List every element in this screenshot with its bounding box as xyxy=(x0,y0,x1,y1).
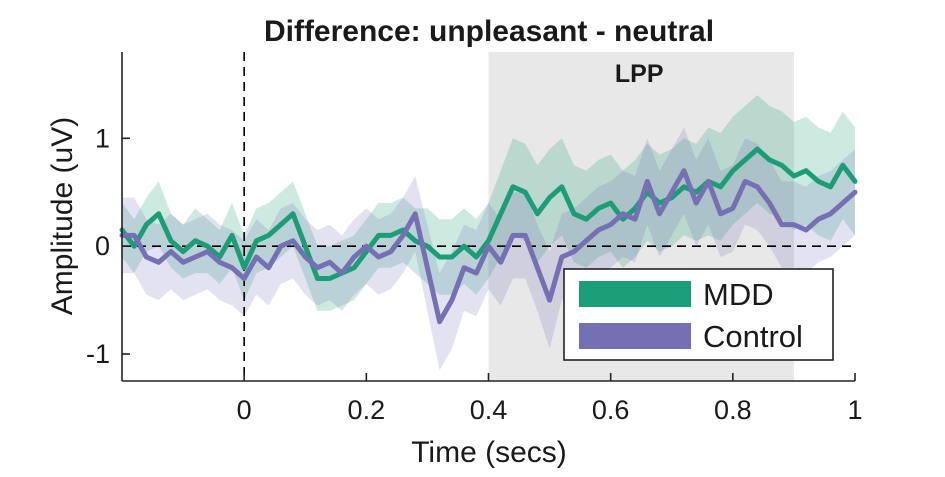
y-tick-label: -1 xyxy=(86,339,110,369)
x-tick-label: 0.8 xyxy=(714,395,752,425)
y-axis-label: Amplitude (uV) xyxy=(46,117,79,315)
legend-swatch-mdd xyxy=(579,281,691,307)
x-tick-label: 1 xyxy=(847,395,862,425)
legend-label-control: Control xyxy=(703,319,803,354)
x-tick-label: 0.6 xyxy=(592,395,630,425)
series-line-control xyxy=(119,168,858,325)
x-tick-label: 0.4 xyxy=(470,395,508,425)
y-tick-label: 0 xyxy=(95,231,110,261)
legend-label-mdd: MDD xyxy=(703,277,774,312)
chart-title: Difference: unpleasant - neutral xyxy=(264,15,714,48)
x-axis-label: Time (secs) xyxy=(411,436,567,469)
legend-swatch-control xyxy=(579,323,691,349)
x-tick-label: 0 xyxy=(237,395,252,425)
y-tick-label: 1 xyxy=(95,123,110,153)
x-tick-label: 0.2 xyxy=(348,395,386,425)
lpp-label: LPP xyxy=(615,60,664,88)
series-line-mdd xyxy=(119,146,858,281)
